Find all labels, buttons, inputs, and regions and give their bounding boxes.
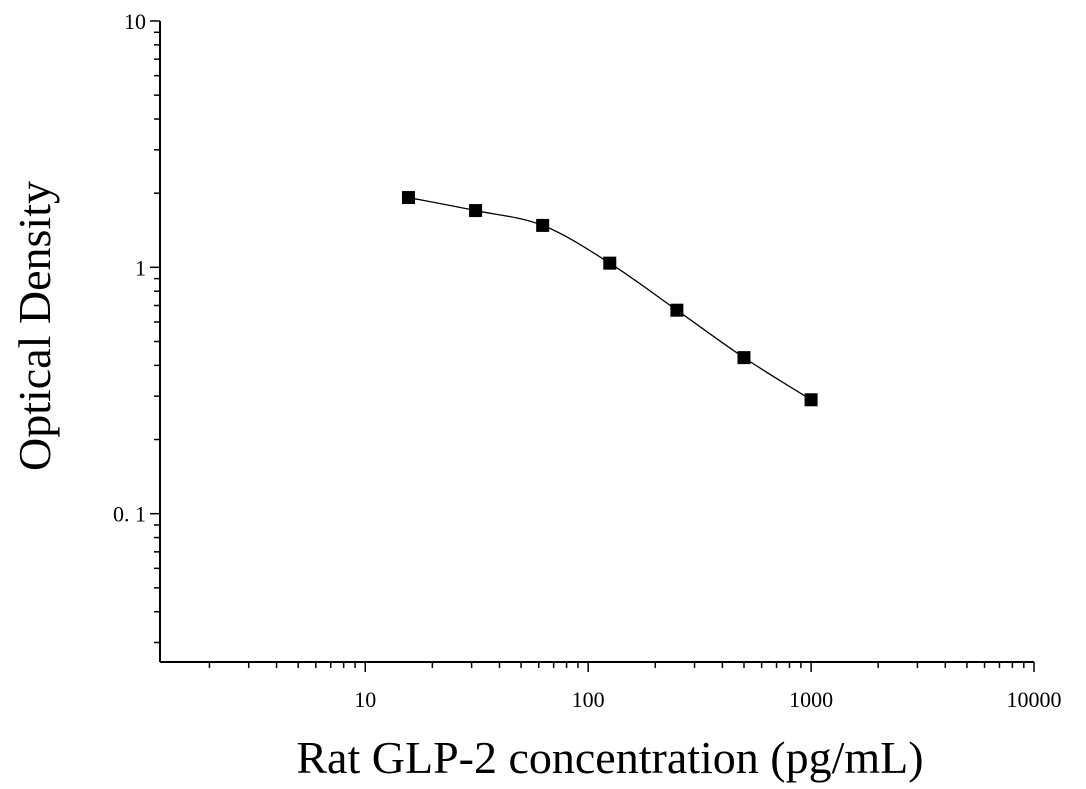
- data-point: [401, 191, 415, 205]
- data-points: [401, 191, 818, 407]
- x-tick-label: 10: [354, 687, 376, 712]
- data-point: [469, 204, 483, 218]
- data-point: [737, 351, 751, 365]
- x-axis-ticks: 10 100 1000 10000: [208, 662, 1062, 712]
- y-tick-label: 10: [124, 9, 146, 34]
- y-tick-label: 0. 1: [113, 502, 146, 527]
- x-tick-label: 10000: [1007, 687, 1062, 712]
- data-point: [536, 218, 550, 232]
- y-axis-ticks: 0. 1 1 10: [113, 9, 160, 644]
- data-point: [670, 303, 684, 317]
- data-point: [804, 393, 818, 407]
- y-axis-title: Optical Density: [9, 181, 60, 471]
- axes: [159, 21, 1034, 663]
- y-tick-label: 1: [135, 255, 146, 280]
- x-tick-label: 1000: [789, 687, 833, 712]
- x-tick-label: 100: [572, 687, 605, 712]
- data-point: [603, 256, 617, 270]
- fit-curve: [408, 196, 812, 401]
- x-axis-title: Rat GLP-2 concentration (pg/mL): [296, 732, 923, 783]
